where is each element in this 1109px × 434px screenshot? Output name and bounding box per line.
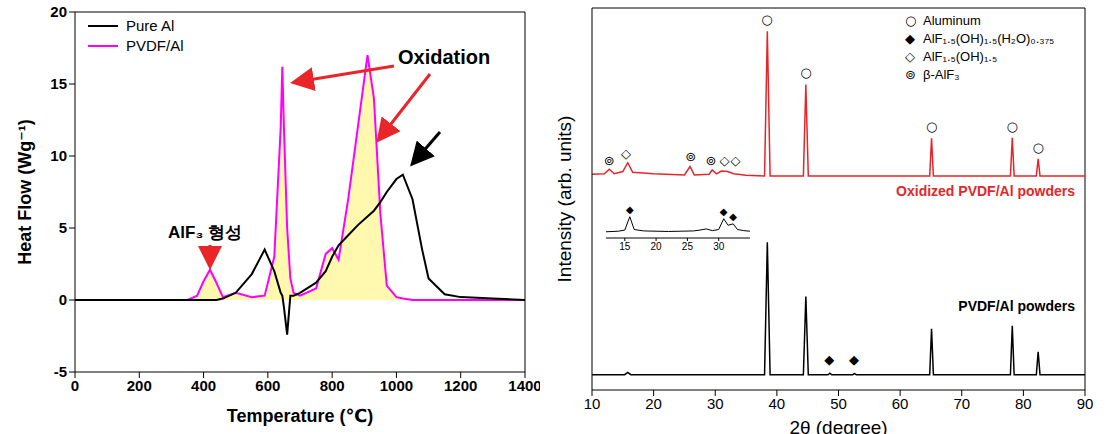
svg-text:40: 40 [769, 395, 786, 412]
html-text:AlF₁.₅(OH)₁.₅(H₂O)₀.₃₇₅: AlF₁.₅(OH)₁.₅(H₂O)₀.₃₇₅ [923, 31, 1055, 46]
svg-text:Heat Flow (Wg⁻¹): Heat Flow (Wg⁻¹) [15, 119, 35, 264]
svg-text:2θ (degree): 2θ (degree) [789, 417, 887, 434]
svg-text:5: 5 [59, 219, 67, 236]
svg-text:-5: -5 [54, 363, 67, 380]
svg-text:10: 10 [584, 395, 601, 412]
svg-text:10: 10 [50, 147, 67, 164]
svg-text:○: ○ [800, 65, 811, 80]
svg-text:1200: 1200 [444, 377, 477, 394]
svg-text:◆: ◆ [626, 204, 634, 215]
svg-text:1000: 1000 [380, 377, 413, 394]
svg-text:800: 800 [320, 377, 345, 394]
svg-text:20: 20 [645, 395, 662, 412]
svg-text:15: 15 [50, 75, 67, 92]
svg-text:◆: ◆ [720, 206, 728, 217]
svg-text:◆: ◆ [849, 352, 859, 367]
svg-text:0: 0 [71, 377, 79, 394]
svg-text:200: 200 [127, 377, 152, 394]
svg-text:25: 25 [682, 241, 694, 252]
svg-text:AlF₃ 형성: AlF₃ 형성 [168, 223, 242, 242]
svg-text:⊚: ⊚ [604, 153, 615, 168]
svg-text:15: 15 [619, 241, 631, 252]
svg-text:50: 50 [830, 395, 847, 412]
html-text:Aluminum: Aluminum [923, 13, 981, 28]
svg-text:20: 20 [50, 3, 67, 20]
svg-text:⊚: ⊚ [685, 149, 696, 164]
svg-text:○: ○ [1007, 119, 1018, 134]
svg-text:90: 90 [1077, 395, 1094, 412]
html-text:Oxidized PVDF/Al powders: Oxidized PVDF/Al powders [896, 183, 1075, 199]
svg-text:70: 70 [953, 395, 970, 412]
svg-text:30: 30 [713, 241, 725, 252]
svg-text:30: 30 [707, 395, 724, 412]
svg-text:◆: ◆ [824, 352, 834, 367]
html-text:β-AlF₃: β-AlF₃ [923, 67, 960, 82]
svg-text:◇: ◇ [621, 146, 631, 161]
svg-text:400: 400 [191, 377, 216, 394]
svg-text:600: 600 [255, 377, 280, 394]
svg-text:0: 0 [59, 291, 67, 308]
svg-text:60: 60 [892, 395, 909, 412]
svg-text:80: 80 [1015, 395, 1032, 412]
svg-text:○: ○ [1032, 140, 1043, 155]
html-text:AlF₁.₅(OH)₁.₅: AlF₁.₅(OH)₁.₅ [923, 49, 998, 64]
svg-text:Intensity (arb. units): Intensity (arb. units) [554, 116, 575, 283]
svg-text:1400: 1400 [508, 377, 540, 394]
svg-text:Temperature (℃): Temperature (℃) [227, 406, 374, 426]
svg-text:◆: ◆ [729, 211, 737, 222]
html-text:PVDF/Al: PVDF/Al [126, 37, 184, 54]
svg-text:20: 20 [651, 241, 663, 252]
svg-text:◇: ◇ [719, 153, 729, 168]
svg-text:◇: ◇ [731, 153, 741, 168]
html-text:Pure Al: Pure Al [126, 17, 175, 34]
svg-text:○: ○ [761, 12, 772, 27]
html-text:PVDF/Al powders: PVDF/Al powders [958, 298, 1075, 314]
svg-text:Oxidation: Oxidation [398, 46, 490, 68]
svg-text:⊚: ⊚ [705, 153, 716, 168]
svg-text:○: ○ [926, 119, 937, 134]
